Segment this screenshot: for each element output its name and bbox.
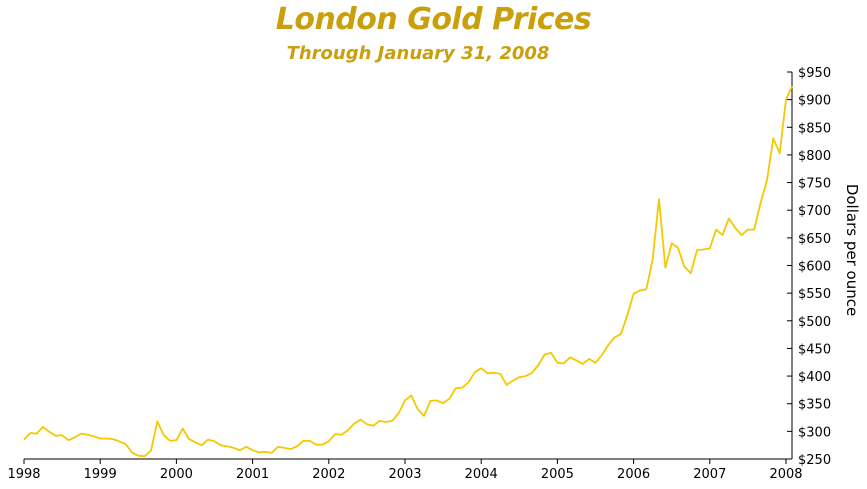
chart-title: London Gold Prices — [275, 2, 592, 37]
x-tick-label: 1999 — [84, 467, 117, 482]
price-line — [23, 86, 793, 458]
chart-subtitle: Through January 31, 2008 — [286, 43, 550, 64]
y-tick-label: $800 — [798, 149, 831, 164]
x-tick-label: 2002 — [312, 467, 345, 482]
y-tick-label: $850 — [798, 121, 831, 136]
y-tick-label: $950 — [798, 66, 831, 81]
x-tick-label: 2007 — [693, 467, 726, 482]
y-tick-label: $750 — [798, 177, 831, 192]
y-axis-label: Dollars per ounce — [843, 184, 861, 316]
y-tick-label: $700 — [798, 204, 831, 219]
x-tick-label: 2000 — [160, 467, 193, 482]
y-tick-label: $450 — [798, 342, 831, 357]
x-tick-label: 2005 — [541, 467, 574, 482]
x-tick-label: 2004 — [465, 467, 498, 482]
y-tick-label: $600 — [798, 260, 831, 275]
y-tick-label: $250 — [798, 453, 831, 468]
y-tick-label: $350 — [798, 398, 831, 413]
x-tick-label: 1998 — [7, 467, 40, 482]
y-tick-label: $400 — [798, 370, 831, 385]
x-tick-label: 2006 — [617, 467, 650, 482]
y-tick-label: $300 — [798, 425, 831, 440]
x-tick-label: 2008 — [769, 467, 802, 482]
y-tick-label: $550 — [798, 287, 831, 302]
x-tick-label: 2003 — [388, 467, 421, 482]
y-tick-label: $500 — [798, 315, 831, 330]
y-tick-label: $900 — [798, 94, 831, 109]
y-tick-label: $650 — [798, 232, 831, 247]
x-tick-label: 2001 — [236, 467, 269, 482]
